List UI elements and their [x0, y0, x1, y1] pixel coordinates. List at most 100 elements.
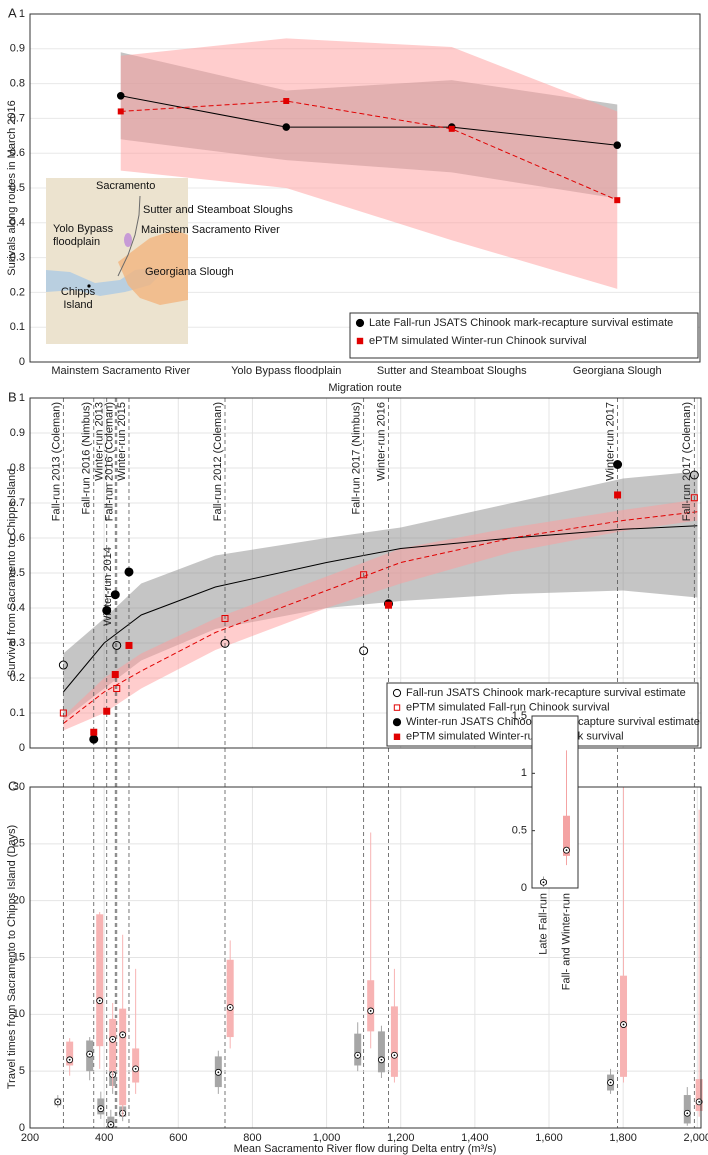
y-tick-label: 0.1	[10, 707, 25, 719]
y-tick-label: 0	[19, 356, 25, 368]
median-dot	[112, 1038, 114, 1040]
legend-label: Late Fall-run JSATS Chinook mark-recaptu…	[369, 317, 673, 329]
y-tick-label: 0.1	[10, 321, 25, 333]
median-dot	[394, 1054, 396, 1056]
release-label: Fall-run 2012 (Coleman)	[212, 402, 224, 521]
median-dot	[229, 1007, 231, 1009]
median-dot	[110, 1124, 112, 1126]
median-dot	[698, 1101, 700, 1103]
y-tick-label: 0.3	[10, 637, 25, 649]
median-dot	[217, 1071, 219, 1073]
data-point	[90, 735, 98, 743]
page: A Migration route Surivals along routes …	[0, 0, 708, 1155]
y-tick-label: 0.7	[10, 112, 25, 124]
y-tick-label: 1	[521, 767, 527, 779]
data-point	[117, 92, 124, 99]
y-tick-label: 1	[19, 8, 25, 20]
data-point	[283, 124, 290, 131]
y-tick-label: 5	[19, 1065, 25, 1077]
map-label: Yolo Bypass floodplain	[53, 223, 128, 249]
data-point	[449, 126, 454, 131]
y-tick-label: 0.9	[10, 43, 25, 55]
release-label: Fall-run 2016 (Coleman)	[104, 402, 116, 521]
data-point	[284, 99, 289, 104]
release-label: Winter-run 2015	[116, 402, 128, 481]
median-dot	[610, 1082, 612, 1084]
figure: A Migration route Surivals along routes …	[0, 0, 708, 1155]
median-dot	[122, 1034, 124, 1036]
x-tick-label: Mainstem Sacramento River	[51, 365, 190, 377]
x-axis-label: Mean Sacramento River flow during Delta …	[234, 1143, 497, 1155]
box	[227, 960, 234, 1037]
y-tick-label: 0	[521, 882, 527, 894]
panel-label: B	[8, 389, 17, 404]
data-point	[125, 568, 133, 576]
data-point	[690, 471, 698, 479]
median-dot	[100, 1108, 102, 1110]
legend-marker	[393, 719, 400, 726]
data-point	[385, 602, 391, 608]
box	[96, 914, 103, 1046]
data-point	[360, 647, 368, 655]
x-axis-label: Migration route	[328, 382, 401, 394]
y-tick-label: 0.2	[10, 672, 25, 684]
y-tick-label: 0.6	[10, 147, 25, 159]
y-tick-label: 0.5	[10, 567, 25, 579]
box	[132, 1048, 139, 1082]
release-label: Winter-run 2016	[375, 402, 387, 481]
y-tick-label: 10	[13, 1008, 25, 1020]
data-point	[103, 606, 111, 614]
legend-label: Fall-run JSATS Chinook mark-recapture su…	[406, 687, 686, 699]
y-tick-label: 0.3	[10, 252, 25, 264]
x-tick-label: 1,400	[461, 1132, 489, 1144]
y-tick-label: 20	[13, 895, 25, 907]
x-tick-label: 1,800	[609, 1132, 637, 1144]
x-tick-label: 800	[243, 1132, 261, 1144]
median-dot	[99, 1000, 101, 1002]
data-point	[59, 661, 67, 669]
data-point	[614, 142, 621, 149]
y-tick-label: 0	[19, 742, 25, 754]
y-tick-label: 0.8	[10, 462, 25, 474]
legend-marker	[356, 319, 363, 326]
y-tick-label: 0.2	[10, 286, 25, 298]
inset-background	[532, 716, 578, 888]
median-dot	[89, 1053, 91, 1055]
data-point	[615, 198, 620, 203]
x-tick-label: 200	[21, 1132, 39, 1144]
y-tick-label: 0.7	[10, 497, 25, 509]
y-tick-label: 0.4	[10, 602, 25, 614]
x-tick-label: Sutter and Steamboat Sloughs	[377, 365, 527, 377]
y-tick-label: 15	[13, 951, 25, 963]
map-label: Mainstem Sacramento River	[141, 224, 280, 237]
x-tick-label: 2,000	[684, 1132, 708, 1144]
x-tick-label: 400	[95, 1132, 113, 1144]
box	[367, 980, 374, 1031]
x-tick-label: 1,600	[535, 1132, 563, 1144]
median-dot	[57, 1101, 59, 1103]
map-label: Chipps Island	[56, 286, 100, 312]
legend-label: ePTM simulated Fall-run Chinook survival	[406, 702, 610, 714]
data-point	[112, 672, 118, 678]
y-tick-label: 25	[13, 838, 25, 850]
y-tick-label: 1.5	[512, 710, 527, 722]
median-dot	[370, 1010, 372, 1012]
median-dot	[69, 1059, 71, 1061]
legend-marker	[394, 734, 399, 739]
data-point	[113, 641, 121, 649]
data-point	[126, 642, 132, 648]
box	[696, 1079, 703, 1111]
map-label: Sutter and Steamboat Sloughs	[143, 204, 293, 217]
y-tick-label: 0.9	[10, 427, 25, 439]
x-tick-label: Late Fall-run	[537, 893, 549, 955]
data-point	[221, 639, 229, 647]
median-dot	[686, 1112, 688, 1114]
map	[46, 178, 188, 344]
data-point	[111, 591, 119, 599]
legend-marker	[357, 338, 362, 343]
y-tick-label: 1	[19, 392, 25, 404]
box	[391, 1006, 398, 1076]
data-point	[615, 492, 621, 498]
box	[109, 1019, 116, 1071]
y-tick-label: 0.8	[10, 78, 25, 90]
